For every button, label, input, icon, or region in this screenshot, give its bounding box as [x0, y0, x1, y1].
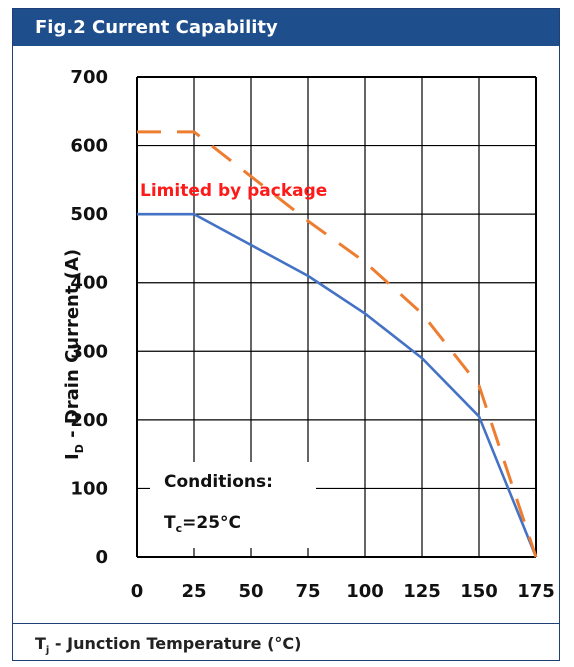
x-axis-label-main: T: [35, 634, 46, 653]
x-tick-label: 0: [131, 581, 144, 602]
limit-annotation: Limited by package: [140, 181, 327, 201]
conditions-value: Tc=25°C: [164, 513, 241, 535]
x-tick-label: 50: [238, 581, 263, 602]
figure-title: Fig.2 Current Capability: [13, 9, 559, 46]
x-tick-label: 75: [295, 581, 320, 602]
x-axis-label-sub: j: [45, 645, 50, 657]
y-tick-label: 0: [95, 547, 108, 568]
x-tick-label: 25: [181, 581, 206, 602]
x-tick-label: 175: [517, 581, 555, 602]
y-tick-label: 500: [70, 204, 108, 225]
x-tick-label: 125: [403, 581, 441, 602]
y-tick-label: 600: [70, 136, 108, 157]
series-lines: [137, 130, 538, 558]
y-tick-label: 300: [70, 341, 108, 362]
y-tick-label: 100: [70, 478, 108, 499]
conditions-sub: c: [176, 522, 183, 535]
x-axis-label-rest: - Junction Temperature (°C): [49, 634, 302, 653]
y-tick-label: 200: [70, 410, 108, 431]
conditions-title: Conditions:: [164, 472, 273, 492]
conditions-main: T: [164, 513, 176, 533]
y-axis-label-sub: D: [73, 444, 86, 453]
tick-labels: 0 25 50 75 100 125 150 175 0 100 200 300 400 500 600 70…: [70, 67, 554, 602]
x-tick-label: 150: [460, 581, 498, 602]
y-tick-label: 400: [70, 273, 108, 294]
conditions-box: [150, 462, 316, 548]
footer-divider: [13, 623, 559, 624]
y-axis-label-rest: - Drain Current (A): [62, 249, 83, 444]
y-axis-label: ID - Drain Current (A): [62, 249, 86, 460]
series-solid-line: [137, 212, 538, 558]
x-axis-label: Tj - Junction Temperature (°C): [35, 634, 301, 656]
y-tick-label: 700: [70, 67, 108, 88]
x-tick-label: 100: [346, 581, 384, 602]
conditions-rest: =25°C: [182, 513, 241, 533]
y-axis-label-main: I: [62, 453, 83, 460]
chart-frame: Fig.2 Current Capability Tj - Junction T…: [12, 8, 560, 661]
